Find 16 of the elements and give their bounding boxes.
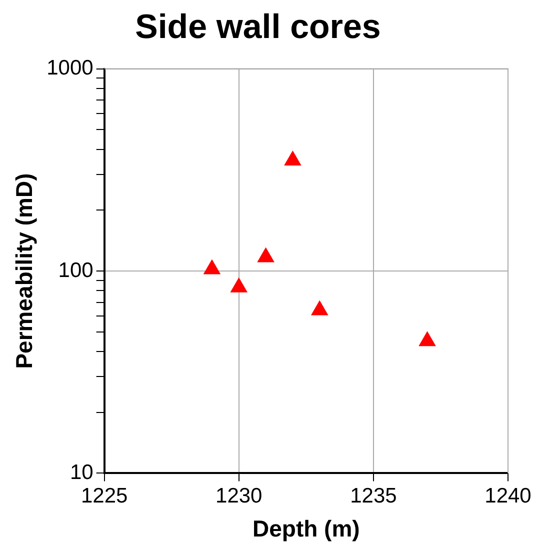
point <box>284 150 301 166</box>
x-tick-label: 1225 <box>80 484 128 508</box>
y-tick-label: 100 <box>58 258 94 282</box>
chart-title: Side wall cores <box>135 8 381 46</box>
x-tick-label: 1235 <box>350 484 397 508</box>
y-tick-label: 10 <box>70 460 94 484</box>
point <box>204 260 220 274</box>
y-axis-title: Permeability (mD) <box>11 173 38 369</box>
point <box>418 332 436 346</box>
x-tick-label: 1240 <box>484 484 532 508</box>
point <box>230 278 248 292</box>
y-tick-label: 1000 <box>46 56 94 80</box>
x-tick-label: 1230 <box>216 484 262 508</box>
x-axis-title: Depth (m) <box>252 516 360 542</box>
point <box>311 300 328 316</box>
point <box>257 248 274 262</box>
